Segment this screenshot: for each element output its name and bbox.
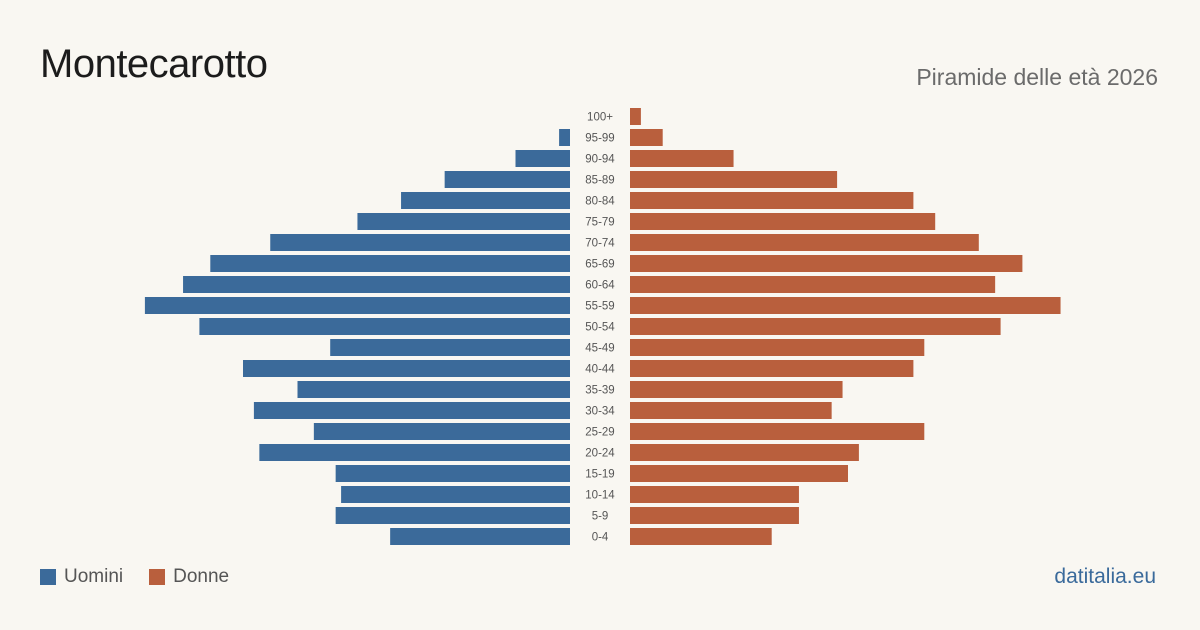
bar-men-25-29 xyxy=(313,423,570,440)
bar-women-95-99 xyxy=(630,129,663,146)
age-label-70-74: 70-74 xyxy=(585,238,615,250)
page-title: Montecarotto xyxy=(40,42,268,86)
bar-women-15-19 xyxy=(630,465,848,482)
bar-men-40-44 xyxy=(243,360,570,377)
age-label-20-24: 20-24 xyxy=(585,448,615,460)
bar-men-90-94 xyxy=(515,150,570,167)
age-label-85-89: 85-89 xyxy=(585,175,614,187)
bar-women-80-84 xyxy=(630,192,914,209)
bar-men-60-64 xyxy=(183,276,571,293)
bar-men-80-84 xyxy=(401,192,570,209)
bar-women-75-79 xyxy=(630,213,936,230)
bar-men-5-9 xyxy=(335,507,570,524)
age-label-100+: 100+ xyxy=(587,112,613,124)
bar-women-10-14 xyxy=(630,486,799,503)
source-link[interactable]: datitalia.eu xyxy=(1054,565,1156,588)
age-label-55-59: 55-59 xyxy=(585,301,614,313)
bar-men-10-14 xyxy=(341,486,570,503)
bar-men-20-24 xyxy=(259,444,570,461)
bar-men-65-69 xyxy=(210,255,571,272)
legend-item-women[interactable]: Donne xyxy=(149,566,229,588)
legend: Uomini Donne xyxy=(40,566,255,588)
bar-women-65-69 xyxy=(630,255,1023,272)
bar-men-70-74 xyxy=(270,234,570,251)
age-label-25-29: 25-29 xyxy=(585,427,614,439)
bar-women-0-4 xyxy=(630,528,772,545)
age-label-80-84: 80-84 xyxy=(585,196,615,208)
bar-women-20-24 xyxy=(630,444,859,461)
bar-men-45-49 xyxy=(330,339,570,356)
bar-women-90-94 xyxy=(630,150,734,167)
legend-swatch-men xyxy=(40,569,56,585)
bar-men-75-79 xyxy=(357,213,570,230)
legend-item-men[interactable]: Uomini xyxy=(40,566,123,588)
age-label-60-64: 60-64 xyxy=(585,280,615,292)
population-pyramid-chart: 100+ 95-99 90-94 85-89 80-84 75-79 70-74 65-69 6… xyxy=(144,108,1061,545)
age-label-35-39: 35-39 xyxy=(585,385,614,397)
age-label-65-69: 65-69 xyxy=(585,259,614,271)
age-label-95-99: 95-99 xyxy=(585,133,614,145)
age-label-50-54: 50-54 xyxy=(585,322,615,334)
bar-men-30-34 xyxy=(253,402,570,419)
bar-women-60-64 xyxy=(630,276,996,293)
age-label-0-4: 0-4 xyxy=(592,532,609,544)
age-label-5-9: 5-9 xyxy=(592,511,609,523)
bar-men-50-54 xyxy=(199,318,570,335)
legend-label-men: Uomini xyxy=(64,566,124,587)
age-label-45-49: 45-49 xyxy=(585,343,614,355)
bar-women-100+ xyxy=(630,108,641,125)
legend-label-women: Donne xyxy=(173,566,230,587)
bar-men-85-89 xyxy=(444,171,570,188)
bar-women-45-49 xyxy=(630,339,925,356)
bar-men-35-39 xyxy=(297,381,570,398)
age-label-15-19: 15-19 xyxy=(585,469,614,481)
bar-women-25-29 xyxy=(630,423,925,440)
age-label-90-94: 90-94 xyxy=(585,154,615,166)
bar-men-95-99 xyxy=(559,129,570,146)
bar-women-50-54 xyxy=(630,318,1001,335)
bar-men-15-19 xyxy=(335,465,570,482)
age-label-75-79: 75-79 xyxy=(585,217,614,229)
bar-women-55-59 xyxy=(630,297,1061,314)
bar-men-0-4 xyxy=(390,528,570,545)
bar-women-70-74 xyxy=(630,234,979,251)
bar-women-35-39 xyxy=(630,381,843,398)
bar-men-55-59 xyxy=(144,297,570,314)
age-label-10-14: 10-14 xyxy=(585,490,615,502)
bar-women-85-89 xyxy=(630,171,838,188)
bar-women-30-34 xyxy=(630,402,832,419)
bar-women-40-44 xyxy=(630,360,914,377)
age-label-30-34: 30-34 xyxy=(585,406,615,418)
age-label-40-44: 40-44 xyxy=(585,364,615,376)
bar-women-5-9 xyxy=(630,507,799,524)
chart-subtitle: Piramide delle età 2026 xyxy=(916,64,1158,90)
legend-swatch-women xyxy=(149,569,166,585)
